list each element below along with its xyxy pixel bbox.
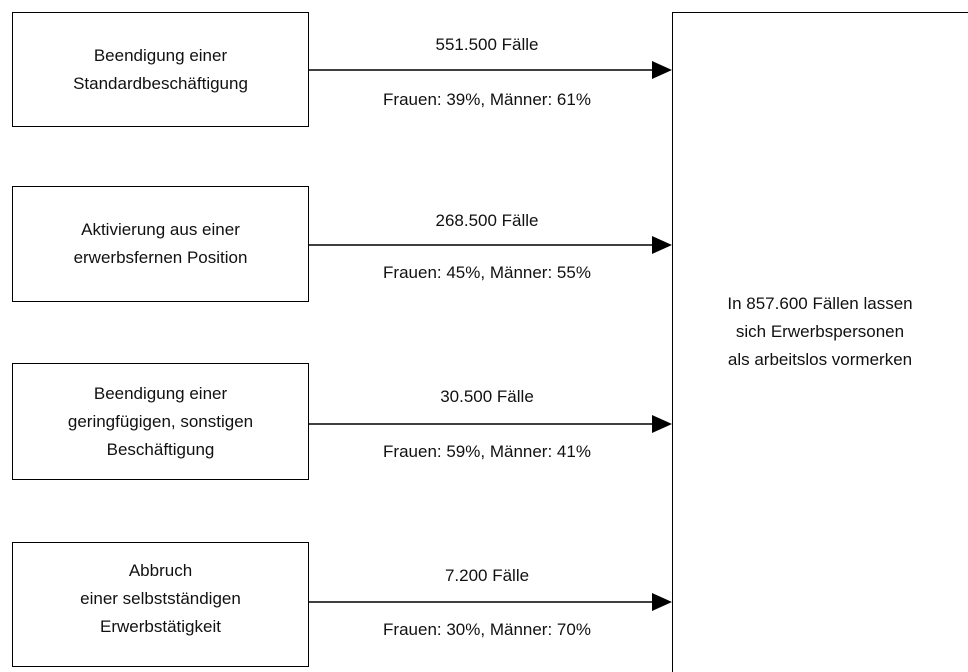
source-line: Standardbeschäftigung xyxy=(73,73,248,93)
source-line: Aktivierung aus einer xyxy=(81,220,240,239)
source-line: Abbruch xyxy=(128,560,193,580)
gender-label: Frauen: 45%, Männer: 55% xyxy=(383,263,591,282)
cases-label: 551.500 Fälle xyxy=(435,35,539,54)
source-box-standard-employment: Beendigung einer Standardbeschäftigung xyxy=(12,12,309,127)
source-line: Beschäftigung xyxy=(106,439,215,459)
cases-label: 268.500 Fälle xyxy=(435,211,539,230)
arrow xyxy=(309,61,672,79)
source-line: einer selbstständigen xyxy=(80,588,241,608)
arrow xyxy=(309,415,672,433)
target-line: sich Erwerbspersonen xyxy=(735,322,905,341)
cases-label: 7.200 Fälle xyxy=(444,566,530,585)
arrow xyxy=(309,236,672,254)
source-line: geringfügigen, sonstigen xyxy=(67,411,254,431)
gender-label: Frauen: 39%, Männer: 61% xyxy=(383,90,591,109)
target-box xyxy=(672,12,968,672)
source-line: Beendigung einer xyxy=(93,383,228,403)
target-line: In 857.600 Fällen lassen xyxy=(727,294,913,313)
source-line: Beendigung einer xyxy=(93,45,228,65)
source-line: erwerbsfernen Position xyxy=(73,248,248,267)
gender-label: Frauen: 30%, Männer: 70% xyxy=(383,620,591,639)
cases-label: 30.500 Fälle xyxy=(440,387,534,406)
target-label: In 857.600 Fällen lassen sich Erwerbsper… xyxy=(672,290,968,374)
target-line: als arbeitslos vormerken xyxy=(727,350,913,369)
source-box-activation: Aktivierung aus einer erwerbsfernen Posi… xyxy=(12,186,309,302)
arrows-layer xyxy=(309,61,672,611)
arrow xyxy=(309,593,672,611)
source-box-marginal-employment: Beendigung einer geringfügigen, sonstige… xyxy=(12,363,309,480)
source-box-self-employment: Abbruch einer selbstständigen Erwerbstät… xyxy=(12,542,309,667)
source-line: Erwerbstätigkeit xyxy=(100,616,221,636)
gender-label: Frauen: 59%, Männer: 41% xyxy=(383,442,591,461)
